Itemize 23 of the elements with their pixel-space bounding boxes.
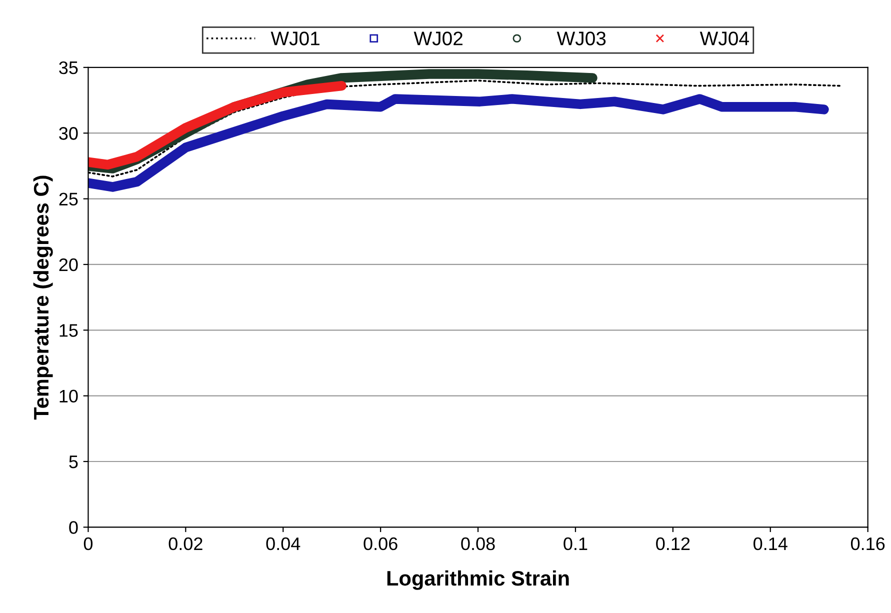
y-tick-label: 10 — [60, 390, 78, 403]
x-tick-label: 0.02 — [168, 537, 202, 550]
x-tick-label: 0.06 — [364, 537, 398, 550]
legend-label: WJ04 — [700, 32, 749, 46]
x-tick-label: 0.08 — [461, 537, 495, 550]
x-tick-label: 0 — [84, 537, 93, 550]
x-tick-label: 0.04 — [266, 537, 300, 550]
y-axis-title: Temperature (degrees C) — [33, 176, 53, 420]
y-tick-label: 30 — [59, 127, 78, 140]
y-tick-label: 25 — [59, 192, 78, 206]
legend-label: WJ01 — [270, 32, 320, 46]
legend-label: WJ03 — [556, 32, 606, 46]
y-tick-label: 15 — [60, 324, 78, 337]
x-tick-label: 0.1 — [564, 537, 588, 550]
y-tick-label: 0 — [69, 521, 78, 534]
legend-label: WJ02 — [414, 32, 462, 46]
y-tick-label: 20 — [59, 258, 78, 272]
x-axis-title: Logarithmic Strain — [387, 570, 569, 590]
y-tick-label: 5 — [69, 456, 78, 468]
x-tick-label: 0.16 — [850, 537, 885, 550]
y-tick-label: 35 — [59, 61, 78, 74]
x-tick-label: 0.14 — [754, 537, 788, 550]
x-tick-label: 0.12 — [656, 537, 690, 550]
